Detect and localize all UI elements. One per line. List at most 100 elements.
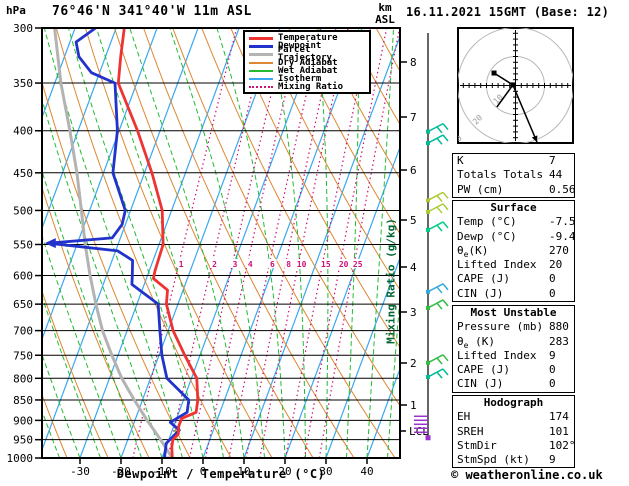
isotherm-line xyxy=(161,28,322,458)
stats-row: θe(K) 270 xyxy=(453,244,574,259)
stats-label: Lifted Index xyxy=(457,258,537,272)
legend-label: Isotherm xyxy=(278,74,322,85)
mixing-ratio-label: 20 xyxy=(339,260,349,269)
legend-label: Parcel Trajectory xyxy=(277,45,332,64)
isotherm-line xyxy=(325,256,400,458)
stats-table: K 7 Totals Totals 44 PW (cm) 0.56 xyxy=(452,153,576,198)
pressure-tick-label: 850 xyxy=(13,394,33,407)
stats-label: CAPE (J) xyxy=(457,272,510,286)
stats-row: SREH 101 xyxy=(453,425,574,439)
pressure-tick-label: 550 xyxy=(13,238,33,251)
temp-tick-label: -20 xyxy=(111,465,131,478)
temperature-axis-title: Dewpoint / Temperature (°C) xyxy=(116,467,326,481)
stats-value: 9 xyxy=(549,453,556,467)
mixing-ratio-label-bg xyxy=(176,259,186,268)
legend-label: Dewpoint xyxy=(278,41,322,52)
copyright-footer: © weatheronline.co.uk xyxy=(451,468,603,482)
stats-label: SREH xyxy=(457,424,484,438)
isotherm-line xyxy=(42,28,158,341)
mixing-ratio-line xyxy=(245,28,337,458)
legend-item: Isotherm xyxy=(249,74,369,85)
stats-value: -7.5 xyxy=(549,215,576,229)
wind-barb xyxy=(426,122,449,134)
temp-tick-label: 0 xyxy=(200,465,207,478)
pressure-tick-label: 750 xyxy=(13,349,33,362)
mixing-ratio-label: 4 xyxy=(248,260,253,269)
wind-barb xyxy=(426,283,449,294)
km-tick-label: 8 xyxy=(410,56,417,69)
isotherm-line xyxy=(243,34,400,458)
temp-tick-label: 40 xyxy=(360,465,373,478)
stats-label: StmDir xyxy=(457,438,497,452)
stats-row: Temp (°C) -7.5 xyxy=(453,215,576,229)
stats-value: 7 xyxy=(549,154,556,167)
pressure-tick-label: 650 xyxy=(13,298,33,311)
pressure-axis-unit: hPa xyxy=(6,4,26,17)
temperature-curve xyxy=(116,28,200,458)
dry-adiabat-line xyxy=(42,393,68,458)
stats-row: PW (cm) 0.56 xyxy=(453,182,576,197)
dewpoint-offscale-arrow xyxy=(44,238,56,249)
stats-row: CIN (J) 0 xyxy=(453,287,574,301)
mixing-ratio-line xyxy=(228,28,322,458)
dry-adiabat-line xyxy=(259,28,400,291)
wind-barb xyxy=(426,134,449,146)
legend-item: Mixing Ratio xyxy=(249,82,369,93)
mixing-ratio-label-bg xyxy=(245,259,255,268)
km-axis-label: km xyxy=(378,1,392,14)
wet-adiabat-line xyxy=(42,353,81,458)
isotherm-line xyxy=(79,28,240,458)
temp-tick-label: -30 xyxy=(70,465,90,478)
legend-swatch xyxy=(249,78,273,81)
dry-adiabat-line xyxy=(317,28,400,180)
mixing-ratio-label-bg xyxy=(336,259,351,268)
stats-label: Dewp (°C) xyxy=(457,229,517,243)
mixing-ratio-label: 2 xyxy=(212,260,217,269)
temp-tick-label: 20 xyxy=(278,465,291,478)
legend-item: Temperature xyxy=(249,34,369,43)
stats-row: StmSpd (kt) 9 xyxy=(453,453,574,467)
stats-label: CIN (J) xyxy=(457,377,504,391)
stats-value: 0 xyxy=(549,363,556,377)
legend-label: Mixing Ratio xyxy=(278,82,344,93)
pressure-tick-label: 350 xyxy=(13,77,33,90)
plot-border xyxy=(41,27,401,459)
wind-barb xyxy=(426,221,449,232)
km-tick-label: 6 xyxy=(410,164,417,177)
mixing-ratio-label-bg xyxy=(350,259,365,268)
stats-value: 0.56 xyxy=(549,182,576,196)
mixing-ratio-label-bg xyxy=(284,259,293,268)
stats-label: Pressure (mb) xyxy=(457,320,544,334)
stats-row: EH 174 xyxy=(453,410,574,424)
legend-label: Dry Adiabat xyxy=(278,57,338,68)
km-tick-label: 4 xyxy=(410,261,417,274)
isotherm-line xyxy=(284,145,400,458)
stats-row: CAPE (J) 0 xyxy=(453,363,574,377)
dry-adiabat-line xyxy=(288,28,400,235)
mixing-ratio-line xyxy=(303,28,388,458)
wind-barb xyxy=(414,415,431,441)
stats-label: K xyxy=(457,154,464,167)
stats-row: CIN (J) 0 xyxy=(453,377,574,391)
pressure-tick-label: 450 xyxy=(13,167,33,180)
stats-row: Totals Totals 44 xyxy=(453,168,574,182)
stats-value: 880 xyxy=(549,320,569,334)
stats-label: Temp (°C) xyxy=(457,215,517,229)
mixing-ratio-label: 8 xyxy=(286,260,291,269)
km-tick-label: 2 xyxy=(410,357,417,370)
stats-row: StmDir 102° xyxy=(453,438,576,453)
stats-value: 9 xyxy=(549,348,556,362)
mixing-ratio-axis-title: Mixing Ratio (g/kg) xyxy=(384,218,398,344)
isotherm-line xyxy=(42,28,76,120)
temp-tick-label: -10 xyxy=(152,465,172,478)
legend-swatch xyxy=(249,44,273,48)
wind-barb xyxy=(426,299,449,310)
parcel-trajectory-curve xyxy=(53,28,174,458)
date-title: 16.11.2021 15GMT (Base: 12) xyxy=(406,5,610,19)
asl-axis-label: ASL xyxy=(375,13,395,26)
stats-label: PW (cm) xyxy=(457,182,504,196)
